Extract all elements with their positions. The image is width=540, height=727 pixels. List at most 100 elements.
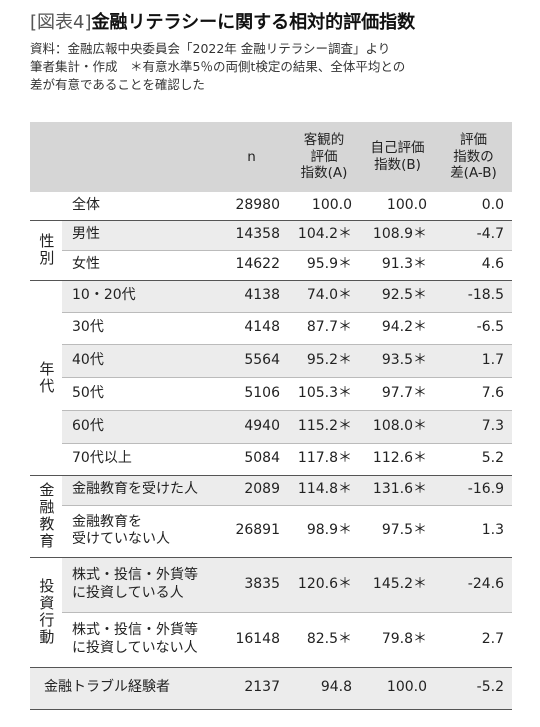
- note: 筆者集計・作成 ＊有意水準5％の両側t検定の結果、全体平均との: [30, 59, 406, 74]
- section-divider: [30, 280, 512, 281]
- value: 120.6＊: [297, 575, 352, 592]
- label-line: 株式・投信・外貨等: [72, 622, 198, 638]
- value: 4138: [244, 287, 280, 304]
- label-line: 70代以上: [72, 450, 132, 467]
- header-line: 自己評価: [370, 140, 425, 157]
- label-line: 株式・投信・外貨等: [72, 567, 198, 583]
- value: 97.5＊: [381, 522, 427, 539]
- value-cell: 7.3: [435, 410, 512, 443]
- label-line: 金融教育を受けた人: [72, 481, 198, 498]
- value-cell: 112.6＊: [360, 443, 435, 475]
- row-divider: [62, 250, 512, 251]
- value: 4940: [244, 417, 280, 434]
- label-line: 受けていない人: [72, 531, 170, 547]
- value: 87.7＊: [306, 319, 352, 336]
- label-line: 10・20代: [72, 287, 136, 304]
- value-cell: 105.3＊: [288, 377, 360, 410]
- value-cell: 2.7: [435, 612, 512, 667]
- value: 7.3: [481, 417, 504, 434]
- value: 94.2＊: [381, 319, 427, 336]
- value-cell: 4148: [215, 312, 288, 344]
- value: 1.3: [481, 522, 504, 539]
- value-cell: 79.8＊: [360, 612, 435, 667]
- row-label: 70代以上: [62, 443, 215, 475]
- value: 74.0＊: [306, 287, 352, 304]
- value: 145.2＊: [372, 575, 427, 592]
- value-cell: -4.7: [435, 220, 512, 250]
- header-line: 指数(B): [374, 157, 421, 173]
- row-label: 全体: [62, 192, 215, 220]
- row-label: 金融トラブル経験者: [30, 667, 215, 709]
- value: 5106: [244, 384, 280, 401]
- note: 差が有意であることを確認した: [30, 77, 205, 92]
- label-line: 女性: [72, 256, 100, 273]
- value: 5564: [244, 351, 280, 368]
- title-row: [図表4]金融リテラシーに関する相対的評価指数: [30, 8, 415, 34]
- value-cell: 94.8: [288, 667, 360, 709]
- value: 131.6＊: [372, 481, 427, 498]
- value: 117.8＊: [297, 450, 352, 467]
- value: 26891: [235, 522, 280, 539]
- header-line: n: [247, 148, 256, 165]
- value-cell: 100.0: [360, 667, 435, 709]
- header-line: 客観的: [303, 131, 345, 148]
- row-divider: [62, 312, 512, 313]
- value-cell: 28980: [215, 192, 288, 220]
- value-cell: 117.8＊: [288, 443, 360, 475]
- value-cell: 0.0: [435, 192, 512, 220]
- figure-label: [図表4]: [30, 12, 92, 33]
- value: 2089: [244, 481, 280, 498]
- value-cell: 115.2＊: [288, 410, 360, 443]
- value-cell: 93.5＊: [360, 344, 435, 377]
- value: 5.2: [481, 450, 504, 467]
- value: -16.9: [467, 481, 504, 498]
- label-line: に投資している人: [72, 584, 184, 601]
- row-label: 50代: [62, 377, 215, 410]
- value-cell: 1.7: [435, 344, 512, 377]
- value: -24.6: [467, 575, 504, 592]
- value: 5084: [244, 450, 280, 467]
- value-cell: 4940: [215, 410, 288, 443]
- label-line: 男性: [72, 226, 100, 243]
- value-cell: 114.8＊: [288, 475, 360, 505]
- value: 92.5＊: [381, 287, 427, 304]
- value-cell: 104.2＊: [288, 220, 360, 250]
- value: 105.3＊: [297, 384, 352, 401]
- value-cell: -5.2: [435, 667, 512, 709]
- value-cell: 7.6: [435, 377, 512, 410]
- value: 82.5＊: [306, 630, 352, 647]
- group-label: 金融教育: [30, 475, 62, 557]
- value-cell: 14358: [215, 220, 288, 250]
- value: -4.7: [476, 226, 504, 243]
- value-cell: 94.2＊: [360, 312, 435, 344]
- value: -6.5: [476, 319, 504, 336]
- row-label: 30代: [62, 312, 215, 344]
- label-line: 40代: [72, 351, 104, 368]
- value: 114.8＊: [297, 481, 352, 498]
- value-cell: 98.9＊: [288, 505, 360, 557]
- label-line: 50代: [72, 384, 104, 401]
- label-line: 60代: [72, 417, 104, 434]
- value-cell: 91.3＊: [360, 250, 435, 280]
- value-cell: 95.2＊: [288, 344, 360, 377]
- value: 104.2＊: [297, 226, 352, 243]
- value-cell: 82.5＊: [288, 612, 360, 667]
- row-label: 女性: [62, 250, 215, 280]
- value: -18.5: [467, 287, 504, 304]
- header-blank: [30, 122, 215, 192]
- value-cell: 145.2＊: [360, 557, 435, 612]
- note: 資料：金融広報中央委員会「2022年 金融リテラシー調査」より: [30, 41, 391, 56]
- value: 7.6: [481, 384, 504, 401]
- section-divider: [30, 557, 512, 558]
- header-line: 指数(A): [300, 165, 348, 182]
- value: 108.9＊: [372, 226, 427, 243]
- column-header: 評価 指数の 差(A-B): [435, 122, 512, 192]
- value-cell: -6.5: [435, 312, 512, 344]
- row-label: 金融教育を 受けていない人: [62, 505, 215, 557]
- header-line: 評価: [460, 131, 487, 148]
- value-cell: 97.7＊: [360, 377, 435, 410]
- column-header: 客観的 評価 指数(A): [288, 122, 360, 192]
- column-header: 自己評価 指数(B): [360, 122, 435, 192]
- value-cell: 74.0＊: [288, 280, 360, 312]
